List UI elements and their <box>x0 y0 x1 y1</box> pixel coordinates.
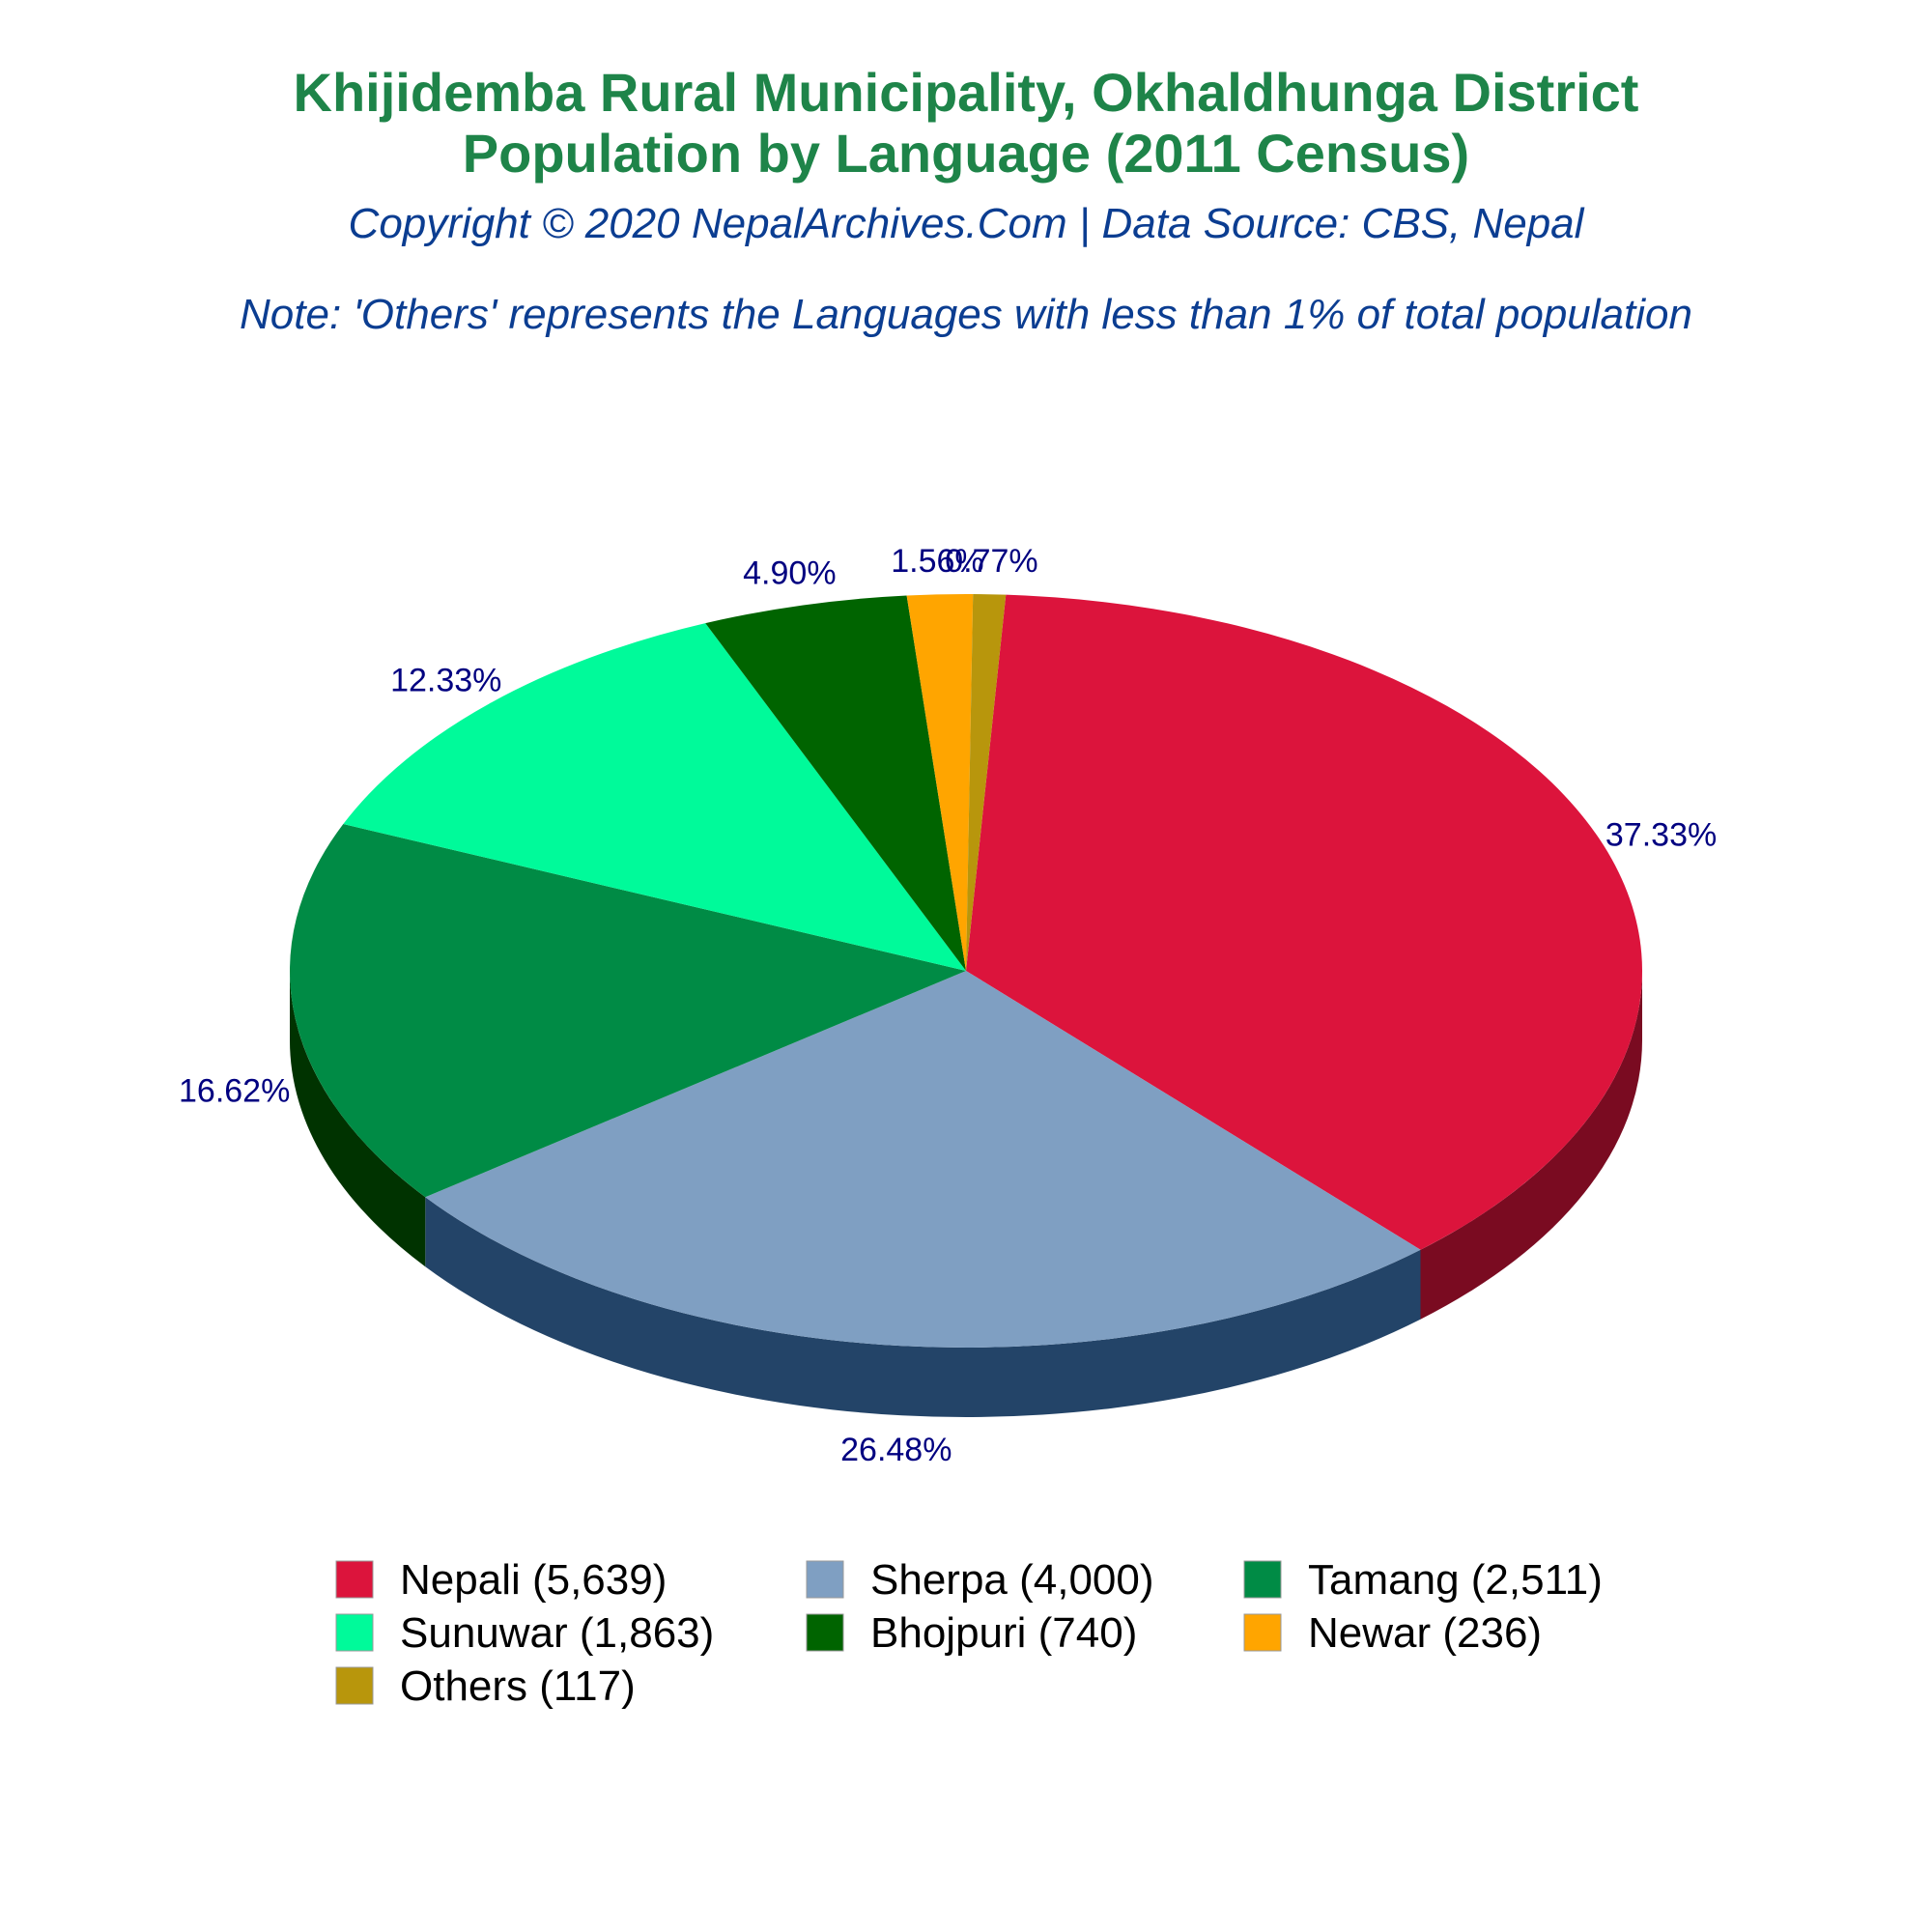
chart-note: Note: 'Others' represents the Languages … <box>240 291 1692 338</box>
pie-percent-label-others: 0.77% <box>945 543 1037 580</box>
pie-slice-sunuwar <box>343 623 966 971</box>
legend-swatch-others <box>335 1666 374 1705</box>
chart-title-line-1: Khijidemba Rural Municipality, Okhaldhun… <box>294 62 1639 123</box>
legend-label-sherpa: Sherpa (4,000) <box>870 1556 1154 1604</box>
legend-label-others: Others (117) <box>400 1662 636 1710</box>
legend-swatch-sherpa <box>806 1560 844 1599</box>
pie-percent-label-bhojpuri: 4.90% <box>743 554 836 591</box>
pie-labels: 37.33% 26.48% 16.62% 12.33% 4.90% 1.56%0.77% <box>179 543 1717 1468</box>
pie-percent-label-tamang: 16.62% <box>179 1073 290 1110</box>
pie-percent-label-nepali: 37.33% <box>1605 817 1717 854</box>
pie-slice-newar <box>906 594 974 971</box>
legend-label-bhojpuri: Bhojpuri (740) <box>870 1609 1137 1657</box>
legend-swatch-bhojpuri <box>806 1613 844 1652</box>
pie-slice-nepali <box>966 594 1642 1250</box>
legend-swatch-sunuwar <box>335 1613 374 1652</box>
pie-percent-label-newar: 1.56% <box>891 543 983 580</box>
pie-slice-others <box>966 594 1007 971</box>
legend-swatch-tamang <box>1243 1560 1282 1599</box>
legend-label-nepali: Nepali (5,639) <box>400 1556 667 1604</box>
legend: Nepali (5,639) Sherpa (4,000) Tamang (2,51… <box>335 1556 1603 1710</box>
legend-label-newar: Newar (236) <box>1308 1609 1542 1657</box>
pie-percent-label-sherpa: 26.48% <box>840 1432 952 1468</box>
pie-side-sherpa <box>425 1197 1421 1417</box>
chart-subtitle: Copyright © 2020 NepalArchives.Com | Dat… <box>349 200 1585 247</box>
pie-top <box>290 594 1642 1348</box>
legend-swatch-nepali <box>335 1560 374 1599</box>
chart-title-line-2: Population by Language (2011 Census) <box>463 123 1469 184</box>
pie-percent-label-sunuwar: 12.33% <box>390 663 501 699</box>
pie-slice-bhojpuri <box>705 595 966 971</box>
pie-sides <box>290 971 1642 1417</box>
pie-slice-sherpa <box>425 971 1421 1348</box>
pie-slice-tamang <box>290 824 966 1198</box>
pie-side-nepali <box>1420 971 1642 1320</box>
legend-label-sunuwar: Sunuwar (1,863) <box>400 1609 714 1657</box>
legend-swatch-newar <box>1243 1613 1282 1652</box>
legend-label-tamang: Tamang (2,511) <box>1308 1556 1603 1604</box>
pie-side-tamang <box>290 971 426 1267</box>
